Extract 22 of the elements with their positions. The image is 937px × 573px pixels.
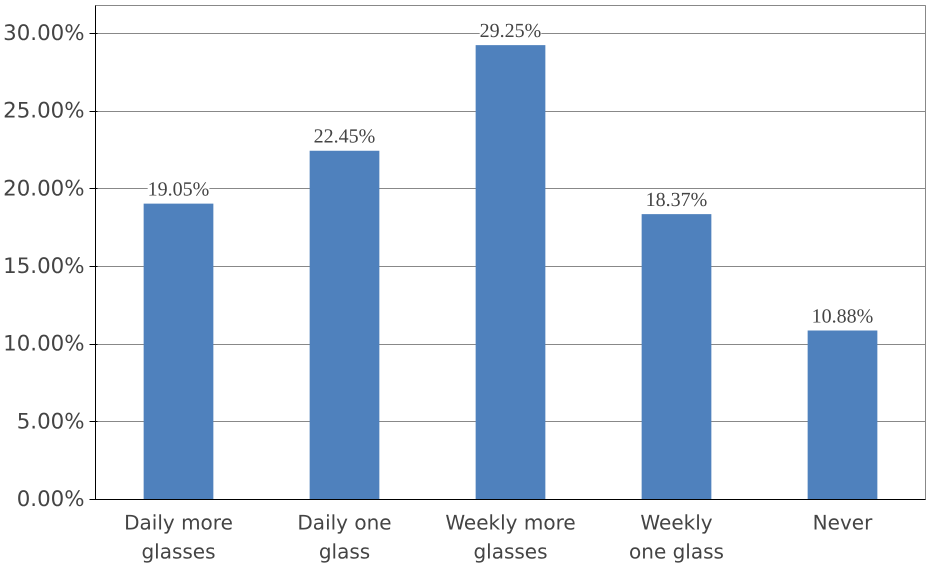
bar: [642, 214, 712, 500]
bar: [310, 150, 380, 500]
bar: [476, 45, 546, 500]
y-tick-label: 20.00%: [3, 176, 85, 202]
y-tick-label: 15.00%: [3, 254, 85, 279]
y-tick-label: 0.00%: [16, 487, 85, 512]
x-tick-label: Weekly one glass: [629, 510, 724, 564]
x-tick-label: Weekly more glasses: [445, 510, 576, 564]
data-label: 10.88%: [812, 305, 874, 328]
y-tick-label: 30.00%: [3, 20, 85, 46]
bar: [808, 330, 878, 500]
x-tick-label: Daily one glass: [297, 510, 392, 564]
x-tick-label: Never: [812, 510, 874, 534]
data-label: 22.45%: [314, 126, 376, 148]
y-tick-label: 25.00%: [3, 98, 85, 124]
y-tick-label: 10.00%: [3, 332, 85, 357]
x-tick-label: Daily more glasses: [124, 510, 233, 564]
data-label: 19.05%: [148, 178, 210, 201]
y-tick-label: 5.00%: [16, 409, 85, 434]
data-label: 29.25%: [480, 20, 542, 42]
data-label: 18.37%: [646, 189, 708, 212]
bar: [144, 204, 214, 500]
